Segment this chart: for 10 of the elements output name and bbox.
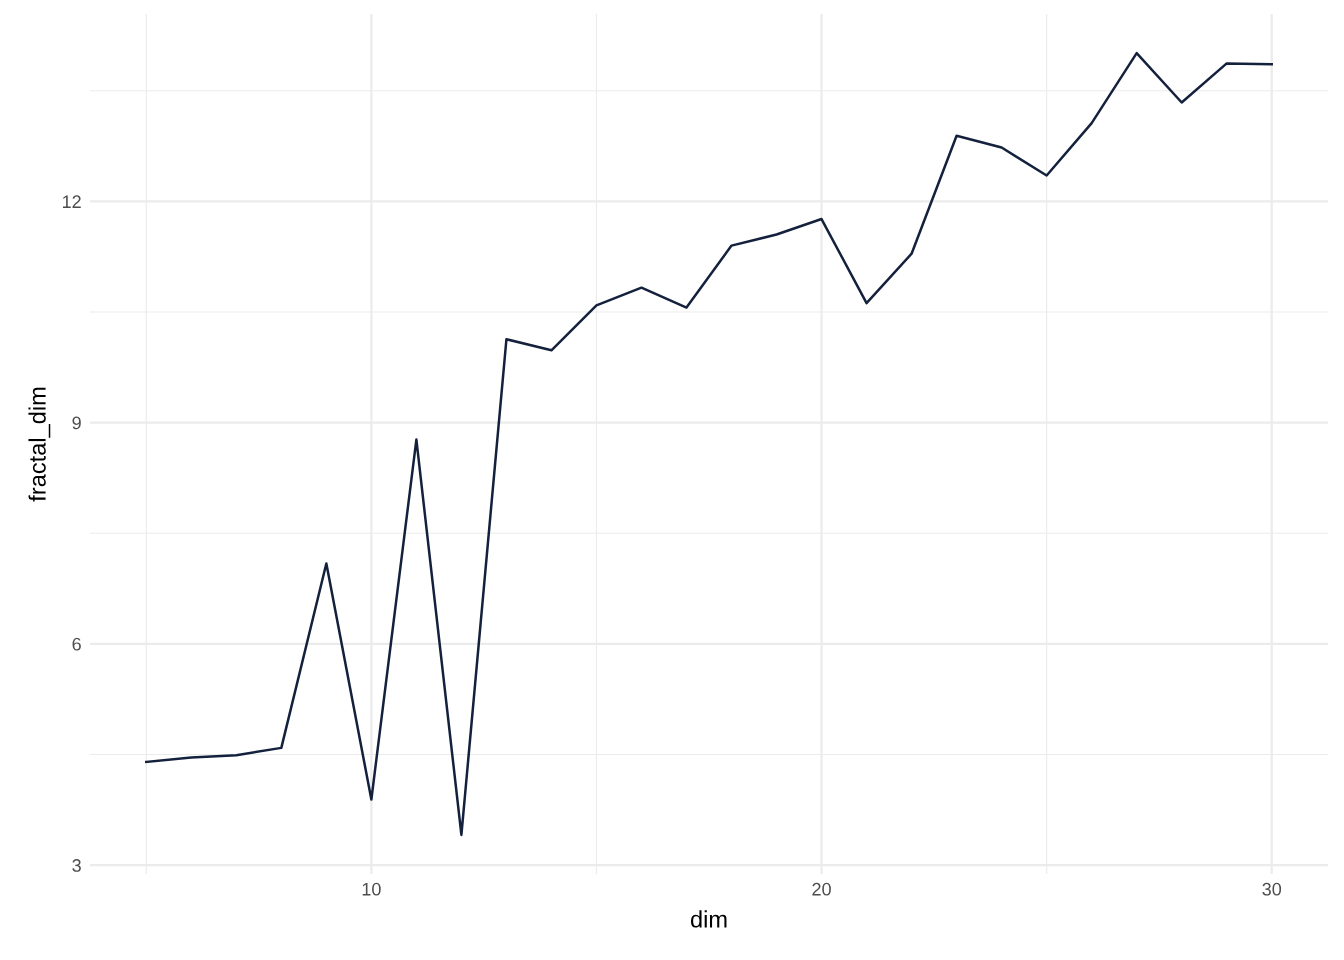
x-tick-label: 20 (812, 882, 831, 896)
y-tick-label: 3 (72, 859, 81, 872)
y-tick-label: 12 (62, 195, 81, 208)
x-axis-title: dim (690, 910, 727, 928)
y-tick-label: 6 (72, 637, 81, 651)
y-tick-label: 9 (72, 416, 81, 430)
x-tick-label: 10 (362, 882, 381, 896)
y-axis-title: fractal_dim (28, 387, 51, 502)
x-tick-label: 30 (1262, 882, 1282, 896)
line-series (145, 51, 1273, 837)
